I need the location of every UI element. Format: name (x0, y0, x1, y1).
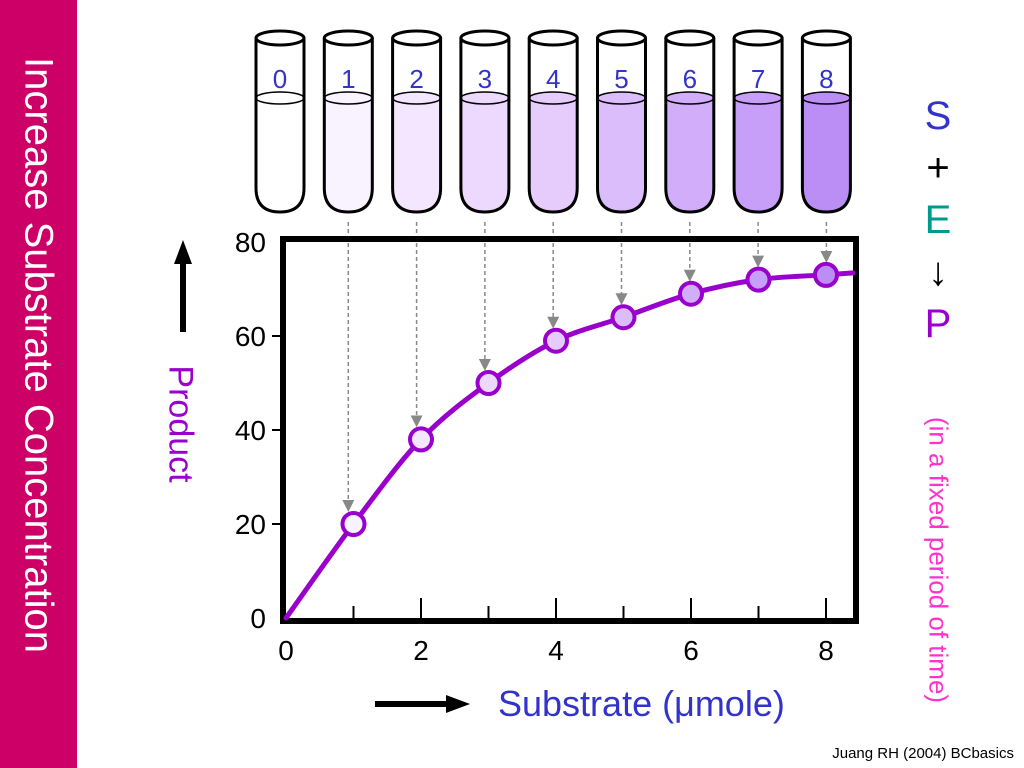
tube-label: 5 (614, 64, 628, 94)
tube-label: 8 (819, 64, 833, 94)
tube-outline (800, 38, 852, 214)
data-point (610, 304, 637, 331)
test-tube: 8 (800, 29, 852, 214)
x-tick-label: 0 (278, 635, 294, 666)
data-point (745, 266, 772, 293)
tube-liquid (392, 98, 441, 212)
y-tick-label: 40 (235, 415, 266, 446)
y-axis-label: Product (161, 365, 200, 483)
x-tick-label: 8 (818, 635, 834, 666)
y-tick-label: 20 (235, 509, 266, 540)
legend-enzyme: E (924, 198, 952, 242)
x-tick-label: 4 (548, 635, 564, 666)
fixed-time-note: (in a fixed period of time) (923, 416, 954, 704)
data-point (340, 511, 367, 537)
data-point (475, 370, 502, 396)
y-tick-label: 80 (235, 227, 266, 258)
legend-substrate: S (924, 94, 952, 138)
tube-label: 0 (273, 64, 287, 94)
tube-liquid (324, 98, 373, 212)
test-tube: 3 (459, 29, 511, 214)
tube-rim (391, 29, 443, 47)
tube-rim (459, 29, 511, 47)
reaction-legend: S + E ↓ P (900, 90, 976, 350)
tube-outline (459, 38, 511, 214)
legend-plus: + (926, 146, 950, 190)
tube-rim (800, 29, 852, 47)
tube-label: 2 (409, 64, 423, 94)
legend-arrow: ↓ (928, 250, 948, 294)
tube-liquid (802, 98, 851, 212)
y-arrow (174, 240, 192, 332)
x-tick-label: 6 (683, 635, 699, 666)
test-tube: 2 (391, 29, 443, 214)
x-axis-label: Substrate (μmole) (498, 683, 785, 724)
tube-outline (322, 38, 374, 214)
tube-outline (254, 38, 306, 214)
tube-label: 3 (478, 64, 492, 94)
test-tube: 5 (596, 29, 647, 214)
tube-label: 1 (341, 64, 355, 94)
data-point (678, 280, 704, 307)
legend-product: P (924, 302, 952, 346)
test-tube: 6 (664, 29, 716, 214)
tube-outline (527, 38, 579, 214)
tube-liquid (665, 98, 714, 212)
tube-rim (732, 29, 784, 47)
tube-rim (596, 29, 647, 47)
tube-liquid (460, 98, 509, 212)
x-arrow (375, 695, 470, 713)
tube-outline (391, 38, 443, 214)
data-point (813, 261, 839, 288)
plot-frame (280, 236, 859, 624)
tube-rim (254, 29, 306, 47)
test-tube: 4 (527, 29, 579, 214)
tube-label: 4 (546, 64, 560, 94)
tube-label: 6 (683, 64, 697, 94)
tube-outline (664, 38, 716, 214)
tube-outline (596, 38, 647, 214)
tube-liquid (529, 98, 578, 212)
tube-outline (732, 38, 784, 214)
x-tick-label: 2 (413, 635, 429, 666)
tube-rim (322, 29, 374, 47)
test-tube: 7 (732, 29, 784, 214)
y-tick-label: 60 (235, 321, 266, 352)
tube-label: 7 (751, 64, 765, 94)
data-point (408, 426, 434, 453)
test-tube: 1 (322, 29, 374, 214)
tube-liquid (597, 98, 646, 212)
tube-liquid (734, 98, 783, 212)
tube-rim (664, 29, 716, 47)
tube-liquid (256, 98, 304, 212)
y-tick-label: 0 (250, 603, 266, 634)
data-point (543, 327, 569, 354)
title-sidebar: Increase Substrate Concentration (0, 0, 77, 768)
credit-text: Juang RH (2004) BCbasics (832, 745, 1014, 762)
product-curve (283, 270, 856, 621)
test-tube: 0 (254, 29, 306, 214)
tube-rim (527, 29, 579, 47)
